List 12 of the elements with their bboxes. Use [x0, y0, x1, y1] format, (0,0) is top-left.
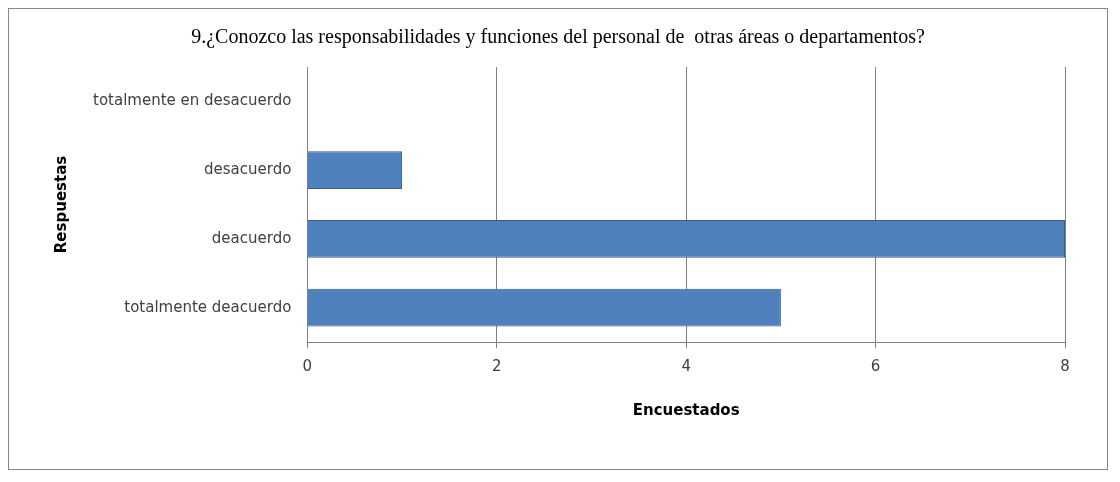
- y-tick-label: deacuerdo: [211, 228, 292, 247]
- x-tick-label: 8: [1060, 356, 1070, 375]
- x-tick-label: 4: [681, 356, 691, 375]
- x-tick-label: 2: [492, 356, 502, 375]
- chart-title: 9.¿Conozco las responsabilidades y funciones del personal de otras áreas o departamentos?: [190, 24, 926, 50]
- x-tick-label: 6: [870, 356, 881, 375]
- y-tick-label: totalmente deacuerdo: [124, 297, 292, 316]
- x-axis-title: Encuestados: [632, 400, 740, 419]
- x-tick-label: 0: [302, 356, 313, 375]
- y-tick-label: totalmente en desacuerdo: [92, 91, 292, 110]
- y-tick-label: desacuerdo: [204, 160, 292, 179]
- y-axis-title: Respuestas: [51, 155, 70, 254]
